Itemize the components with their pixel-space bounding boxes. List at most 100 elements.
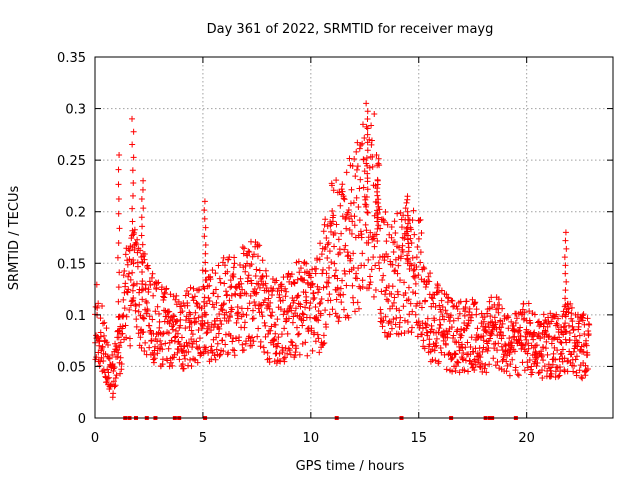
data-point [107,382,114,389]
data-point [201,215,208,222]
data-point [266,305,273,312]
data-point [576,367,583,374]
data-point [488,294,495,301]
data-point [299,322,306,329]
data-point [137,247,144,254]
data-point [173,292,180,299]
data-point [167,359,174,366]
data-point [586,321,593,328]
data-point [473,311,480,318]
data-point [206,297,213,304]
data-point [141,347,148,354]
data-point [538,367,545,374]
data-point [259,273,266,280]
data-point [131,226,138,233]
data-point [257,338,264,345]
data-point [330,212,337,219]
data-point [246,333,253,340]
data-point [374,237,381,244]
data-point [190,285,197,292]
data-point [366,281,373,288]
data-point [277,306,284,313]
data-point [412,280,419,287]
data-point [460,356,467,363]
data-point [304,352,311,359]
data-point [144,307,151,314]
data-point [438,349,445,356]
data-point [342,270,349,277]
x-axis-label: GPS time / hours [296,459,405,474]
data-point [364,139,371,146]
data-point [511,333,518,340]
data-point [282,293,289,300]
data-point [413,264,420,271]
data-point [512,364,519,371]
data-point [523,336,530,343]
data-point [193,300,200,307]
data-point [385,297,392,304]
data-point [115,240,122,247]
data-point [327,297,334,304]
data-point [171,313,178,320]
data-point [438,287,445,294]
data-point [137,334,144,341]
data-point [195,314,202,321]
data-point [525,345,532,352]
data-point [344,249,351,256]
data-point [323,234,330,241]
data-point [373,231,380,238]
data-point [407,300,414,307]
y-tick-label: 0.1 [65,309,86,324]
data-point [274,288,281,295]
data-point [390,299,397,306]
data-point [309,347,316,354]
data-point [217,351,224,358]
data-point [150,351,157,358]
data-point [264,349,271,356]
data-point [460,349,467,356]
data-point [105,354,112,361]
data-point [362,196,369,203]
data-point [248,280,255,287]
data-point [410,273,417,280]
data-point [212,286,219,293]
y-tick-label: 0.25 [57,154,86,169]
data-point [339,277,346,284]
y-tick-label: 0.05 [57,360,86,375]
data-point [512,319,519,326]
data-point [129,205,136,212]
data-point [323,279,330,286]
data-point [351,222,358,229]
data-point [480,337,487,344]
data-point [436,325,443,332]
data-point [372,262,379,269]
data-point [118,366,125,373]
data-point [244,252,251,259]
data-point [435,358,442,365]
data-point [351,155,358,162]
data-point [374,225,381,232]
data-point [323,323,330,330]
data-point [237,292,244,299]
data-point [178,334,185,341]
data-point [408,329,415,336]
data-points [92,100,593,420]
data-point [129,115,136,122]
data-point [208,356,215,363]
data-point [170,312,177,319]
data-point [316,286,323,293]
data-point [347,200,354,207]
data-point [99,320,106,327]
data-point [267,327,274,334]
data-point [494,358,501,365]
data-point [334,284,341,291]
data-point [251,251,258,258]
data-point [260,299,267,306]
data-point [406,311,413,318]
data-point [150,292,157,299]
data-point [286,304,293,311]
data-point [402,205,409,212]
data-point [117,370,124,377]
data-point [408,226,415,233]
data-point [382,208,389,215]
